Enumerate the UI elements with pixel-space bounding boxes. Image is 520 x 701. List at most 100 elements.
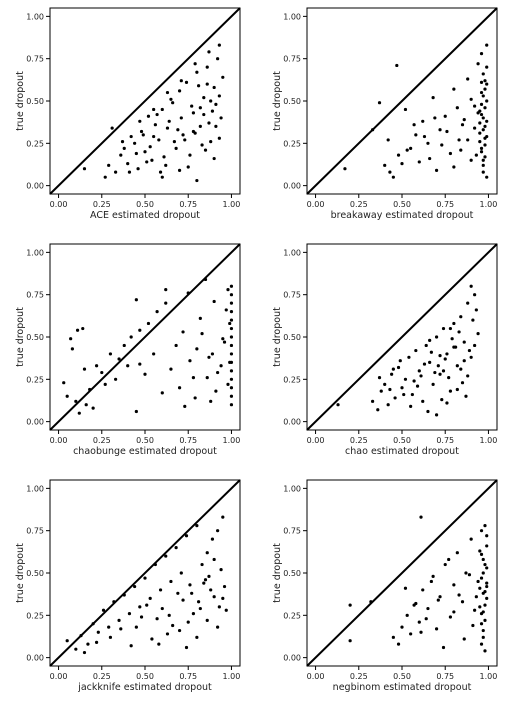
data-point xyxy=(69,337,73,341)
y-tick-label: 0.00 xyxy=(283,182,301,191)
y-axis-label: true dropout xyxy=(15,307,26,367)
data-point xyxy=(205,376,209,380)
x-axis-label: jackknife estimated dropout xyxy=(77,682,212,693)
data-point xyxy=(459,315,463,319)
data-point xyxy=(479,112,484,117)
data-point xyxy=(160,107,164,112)
scatter-panel-6: 0.00 0.25 0.50 0.75 1.00 0.00 0.25 0.50 0.75 1.00… xyxy=(272,479,498,693)
data-point xyxy=(424,343,428,348)
data-point xyxy=(448,326,453,331)
x-tick-label: 0.75 xyxy=(436,436,454,445)
data-point xyxy=(205,82,209,86)
data-point xyxy=(203,148,208,152)
data-point xyxy=(421,119,425,123)
data-point xyxy=(217,136,221,140)
data-point xyxy=(428,360,432,364)
identity-line xyxy=(49,243,241,431)
data-point xyxy=(209,99,213,103)
y-axis-label: true dropout xyxy=(272,307,283,367)
y-tick-label: 1.00 xyxy=(283,484,301,493)
data-point xyxy=(485,82,489,86)
data-point xyxy=(447,557,451,562)
data-point xyxy=(171,623,175,628)
scatter-panel-4: 0.00 0.25 0.50 0.75 1.00 0.00 0.25 0.50 0.75 1.00… xyxy=(272,243,498,457)
data-point xyxy=(177,628,182,633)
data-point xyxy=(217,605,221,609)
data-point xyxy=(164,554,168,558)
data-point xyxy=(476,332,480,336)
data-point xyxy=(203,578,208,582)
data-point xyxy=(152,352,156,356)
data-point xyxy=(441,645,446,650)
data-point xyxy=(129,335,133,339)
data-point xyxy=(388,170,392,174)
y-tick-label: 0.50 xyxy=(283,569,301,578)
data-point xyxy=(134,625,138,629)
data-point xyxy=(445,401,449,405)
data-point xyxy=(191,129,196,134)
data-point xyxy=(138,362,142,366)
data-point xyxy=(138,605,142,609)
data-point xyxy=(148,596,152,600)
data-point xyxy=(212,557,216,562)
data-point xyxy=(155,310,159,314)
data-point xyxy=(395,63,399,68)
data-point xyxy=(226,288,230,292)
data-point xyxy=(415,384,420,388)
data-point xyxy=(481,158,485,162)
data-point xyxy=(483,603,487,607)
data-point xyxy=(400,386,404,390)
data-point xyxy=(191,111,196,115)
data-point xyxy=(221,515,225,519)
data-point xyxy=(485,566,489,570)
data-point xyxy=(391,175,395,179)
data-point xyxy=(146,114,151,118)
data-point xyxy=(481,628,485,633)
data-point xyxy=(481,610,485,614)
y-tick-label: 0.50 xyxy=(26,97,44,106)
data-point xyxy=(407,355,411,359)
data-point xyxy=(443,562,447,567)
data-point xyxy=(86,642,90,646)
data-point xyxy=(229,403,234,407)
data-point xyxy=(107,163,111,167)
x-tick-label: 0.75 xyxy=(436,200,454,209)
y-tick-label: 1.00 xyxy=(26,484,44,493)
data-point xyxy=(103,382,107,386)
y-tick-label: 0.50 xyxy=(283,333,301,342)
data-point xyxy=(455,106,459,110)
data-point xyxy=(479,576,484,580)
data-point xyxy=(412,379,416,383)
data-point xyxy=(193,396,197,400)
data-point xyxy=(460,381,465,385)
data-point xyxy=(174,146,178,150)
data-point xyxy=(431,96,435,100)
data-point xyxy=(188,153,192,157)
data-point xyxy=(433,116,437,120)
data-point xyxy=(186,291,190,295)
data-point xyxy=(417,160,421,164)
data-point xyxy=(101,608,106,612)
data-point xyxy=(108,352,113,356)
data-point xyxy=(478,131,482,135)
y-tick-label: 0.00 xyxy=(26,654,44,663)
data-point xyxy=(210,537,215,541)
y-tick-label: 0.75 xyxy=(283,55,301,64)
data-point xyxy=(469,355,473,359)
data-point xyxy=(459,148,463,152)
y-tick-label: 1.00 xyxy=(283,248,301,257)
data-point xyxy=(229,293,234,297)
data-point xyxy=(217,43,221,47)
data-point xyxy=(481,72,485,76)
data-point xyxy=(386,403,390,407)
data-point xyxy=(479,642,484,646)
data-point xyxy=(217,94,221,98)
data-point xyxy=(174,343,178,348)
data-points xyxy=(82,43,225,183)
data-point xyxy=(107,625,111,629)
data-point xyxy=(127,612,132,616)
x-tick-label: 0.00 xyxy=(307,200,325,209)
data-point xyxy=(452,610,456,614)
y-axis-label: true dropout xyxy=(272,71,283,131)
data-point xyxy=(179,116,183,120)
